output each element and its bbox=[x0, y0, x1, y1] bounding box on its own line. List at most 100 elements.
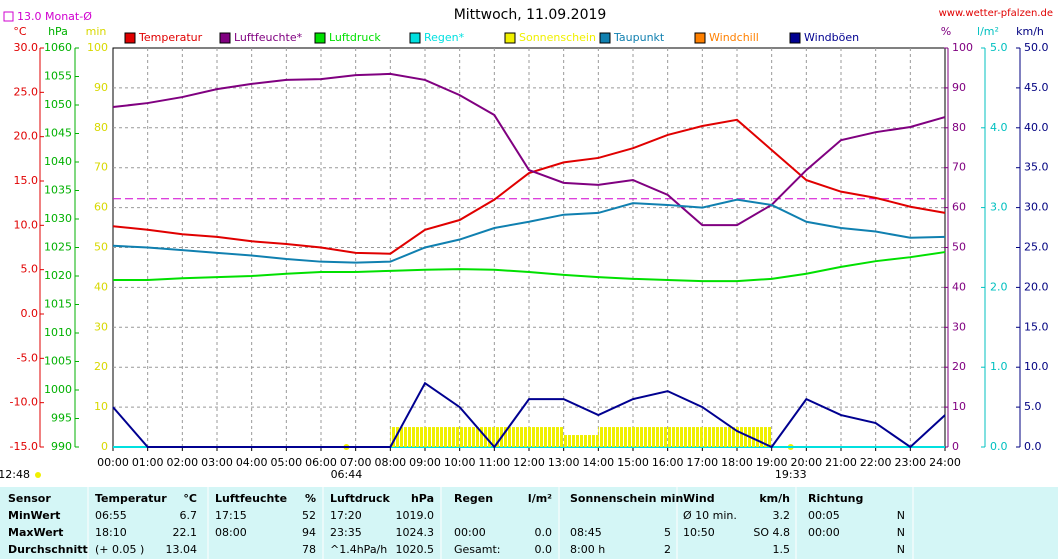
tick-label: 5.0 bbox=[1024, 400, 1042, 413]
table-header: % bbox=[305, 492, 316, 505]
chart-title: Mittwoch, 11.09.2019 bbox=[454, 7, 607, 23]
tick-label: 25.0 bbox=[1024, 241, 1049, 254]
sunshine-bar bbox=[702, 427, 737, 447]
table-cell: 18:10 bbox=[95, 526, 127, 539]
tick-label: 1050 bbox=[44, 98, 72, 111]
tick-label: -15.0 bbox=[10, 440, 38, 453]
tick-label: -10.0 bbox=[10, 396, 38, 409]
x-tick-label: 19:00 bbox=[756, 456, 788, 469]
tick-label: 1040 bbox=[44, 155, 72, 168]
legend-swatch bbox=[504, 32, 516, 44]
legend-label: Windböen bbox=[804, 31, 859, 44]
tick-label: 60 bbox=[94, 201, 108, 214]
tick-label: 990 bbox=[51, 440, 72, 453]
x-tick-label: 07:00 bbox=[340, 456, 372, 469]
table-header: Wind bbox=[683, 492, 715, 505]
x-tick-label: 20:00 bbox=[790, 456, 822, 469]
tick-label: 1020 bbox=[44, 269, 72, 282]
tick-label: 30.0 bbox=[14, 41, 39, 54]
avg-legend-box bbox=[3, 11, 14, 22]
avg-legend-label: 13.0 Monat-Ø bbox=[17, 10, 92, 23]
table-header: Luftfeuchte bbox=[215, 492, 287, 505]
sunset-label: 19:33 bbox=[775, 468, 807, 481]
x-tick-label: 22:00 bbox=[860, 456, 892, 469]
table-cell: N bbox=[897, 509, 905, 522]
tick-label: 15.0 bbox=[1024, 320, 1049, 333]
legend-swatch bbox=[314, 32, 326, 44]
tick-label: 1055 bbox=[44, 70, 72, 83]
sunshine-bar bbox=[633, 427, 668, 447]
table-cell: 52 bbox=[302, 509, 316, 522]
tick-label: 40 bbox=[952, 280, 966, 293]
x-tick-label: 16:00 bbox=[652, 456, 684, 469]
tick-label: 70 bbox=[952, 161, 966, 174]
x-tick-label: 13:00 bbox=[548, 456, 580, 469]
tick-label: 20.0 bbox=[1024, 280, 1049, 293]
x-tick-label: 08:00 bbox=[374, 456, 406, 469]
table-cell: 17:20 bbox=[330, 509, 362, 522]
table-cell: 13.04 bbox=[166, 543, 198, 556]
tick-label: 0.0 bbox=[990, 440, 1008, 453]
legend-label: Regen* bbox=[424, 31, 465, 44]
tick-label: 0.0 bbox=[21, 307, 39, 320]
tick-label: 10.0 bbox=[14, 218, 39, 231]
table-cell: 1.5 bbox=[773, 543, 791, 556]
tick-label: 50 bbox=[952, 241, 966, 254]
table-cell: 1019.0 bbox=[396, 509, 435, 522]
legend-swatch bbox=[124, 32, 136, 44]
table-cell: Gesamt: bbox=[454, 543, 501, 556]
tick-label: 1045 bbox=[44, 127, 72, 140]
tick-label: 60 bbox=[952, 201, 966, 214]
table-cell: N bbox=[897, 543, 905, 556]
x-tick-label: 12:00 bbox=[513, 456, 545, 469]
x-tick-label: 02:00 bbox=[166, 456, 198, 469]
tick-label: 5.0 bbox=[990, 41, 1008, 54]
tick-label: 0.0 bbox=[1024, 440, 1042, 453]
table-cell: 00:05 bbox=[808, 509, 840, 522]
tick-label: 1010 bbox=[44, 326, 72, 339]
table-cell: N bbox=[897, 526, 905, 539]
tick-label: 1035 bbox=[44, 184, 72, 197]
table-cell: 8:00 h bbox=[570, 543, 605, 556]
legend-swatch bbox=[789, 32, 801, 44]
table-header: Temperatur bbox=[95, 492, 167, 505]
table-cell: Ø 10 min. bbox=[683, 509, 737, 522]
table-cell: 22.1 bbox=[173, 526, 198, 539]
legend-swatch bbox=[694, 32, 706, 44]
x-tick-label: 09:00 bbox=[409, 456, 441, 469]
x-tick-label: 21:00 bbox=[825, 456, 857, 469]
table-header: °C bbox=[183, 492, 197, 505]
table-cell: SO 4.8 bbox=[753, 526, 790, 539]
legend-swatch bbox=[219, 32, 231, 44]
axis-unit: hPa bbox=[48, 25, 68, 38]
legend-label: Luftfeuchte* bbox=[234, 31, 303, 44]
sunshine-bar bbox=[667, 427, 703, 447]
sun-icon bbox=[35, 472, 41, 478]
table-cell: 23:35 bbox=[330, 526, 362, 539]
tick-label: 25.0 bbox=[14, 85, 39, 98]
sunshine-bar bbox=[529, 427, 564, 447]
table-header: Luftdruck bbox=[330, 492, 391, 505]
series-line bbox=[112, 118, 946, 255]
table-cell: 1020.5 bbox=[396, 543, 435, 556]
table-header: Richtung bbox=[808, 492, 863, 505]
table-cell: 94 bbox=[302, 526, 316, 539]
tick-label: 30 bbox=[952, 320, 966, 333]
tick-label: 995 bbox=[51, 412, 72, 425]
tick-label: 1060 bbox=[44, 41, 72, 54]
table-cell: 00:00 bbox=[454, 526, 486, 539]
tick-label: 1030 bbox=[44, 212, 72, 225]
axis-unit: % bbox=[941, 25, 951, 38]
sunshine-bar bbox=[563, 435, 599, 447]
tick-label: 70 bbox=[94, 161, 108, 174]
x-tick-label: 01:00 bbox=[132, 456, 164, 469]
table-cell: ^1.4hPa/h bbox=[330, 543, 387, 556]
table-cell: 00:00 bbox=[808, 526, 840, 539]
x-tick-label: 11:00 bbox=[478, 456, 510, 469]
tick-label: 50.0 bbox=[1024, 41, 1049, 54]
tick-label: 0 bbox=[952, 440, 959, 453]
table-cell: 0.0 bbox=[535, 526, 553, 539]
series-line bbox=[113, 251, 946, 283]
tick-label: 10 bbox=[952, 400, 966, 413]
